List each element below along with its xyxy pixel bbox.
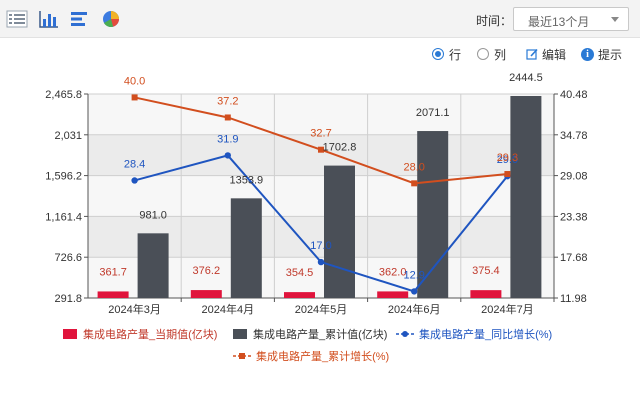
x-tick-label: 2024年5月 — [295, 302, 348, 316]
legend-item-current[interactable]: 集成电路产量_当期值(亿块) — [63, 326, 217, 342]
bar-current — [97, 291, 129, 298]
cum-growth-point — [318, 146, 324, 153]
bar-current-label: 361.7 — [99, 266, 127, 278]
yoy-label: 28.4 — [124, 158, 145, 170]
time-range-select[interactable]: 最近13个月 — [513, 7, 629, 31]
bar-current-label: 376.2 — [193, 265, 221, 277]
legend-swatch-cumulative — [233, 329, 247, 339]
legend-label-cum-growth: 集成电路产量_累计增长(%) — [256, 351, 390, 363]
y-right-tick-label: 29.08 — [560, 171, 588, 183]
yoy-point — [224, 152, 231, 159]
cum-growth-point — [131, 94, 138, 101]
y-right-tick-label: 17.68 — [560, 252, 588, 264]
info-icon: i — [581, 47, 594, 61]
cum-growth-point — [411, 180, 418, 187]
yoy-point — [411, 288, 418, 295]
y-right-tick-label: 11.98 — [560, 293, 587, 305]
legend-item-cumulative[interactable]: 集成电路产量_累计值(亿块) — [233, 326, 387, 342]
bar-cumulative-label: 1702.8 — [323, 142, 357, 154]
bar-cumulative-label: 2071.1 — [416, 107, 450, 119]
bar-current-label: 354.5 — [286, 267, 314, 279]
bar-cumulative-label: 981.0 — [139, 209, 167, 221]
bar-cumulative — [230, 198, 262, 298]
legend-swatch-yoy — [396, 331, 414, 337]
yoy-label: 17.0 — [310, 240, 331, 252]
row-radio[interactable] — [432, 48, 444, 60]
list-icon[interactable] — [6, 9, 28, 29]
bar-cumulative-label: 2444.5 — [509, 72, 543, 84]
yoy-label: 29.0 — [497, 154, 518, 166]
col-option-label: 列 — [494, 47, 507, 62]
yoy-point — [131, 177, 138, 184]
y-left-tick-label: 2,465.8 — [45, 89, 82, 101]
bar-cumulative-label: 1353.9 — [229, 174, 263, 186]
bar-current — [377, 291, 409, 298]
bar-cumulative — [324, 165, 355, 298]
cum-growth-label: 37.2 — [217, 95, 238, 107]
cum-growth-label: 29.3 — [497, 152, 518, 164]
chevron-down-icon — [611, 17, 619, 22]
y-left-tick-label: 726.6 — [54, 252, 82, 264]
toolbar: 时间： 最近13个月 — [0, 0, 640, 38]
legend-label-yoy: 集成电路产量_同比增长(%) — [419, 329, 553, 341]
y-left-tick-label: 2,031 — [54, 130, 82, 142]
bar-current — [284, 292, 315, 298]
bar-current-label: 375.4 — [472, 265, 500, 277]
row-option-label: 行 — [449, 47, 462, 62]
yoy-label: 12.9 — [403, 269, 424, 281]
y-right-tick-label: 34.78 — [560, 130, 588, 142]
x-tick-label: 2024年3月 — [108, 302, 161, 316]
yoy-label: 31.9 — [217, 133, 238, 145]
edit-label: 编辑 — [542, 47, 567, 62]
bar-cumulative — [417, 131, 449, 298]
y-left-tick-label: 291.8 — [54, 293, 82, 305]
x-tick-label: 2024年7月 — [481, 302, 534, 316]
time-label: 时间： — [476, 14, 513, 28]
bar-current — [190, 290, 222, 298]
legend-item-cum-growth[interactable]: 集成电路产量_累计增长(%) — [233, 348, 389, 364]
bar-cumulative — [137, 233, 169, 298]
tip-label: 提示 — [598, 47, 623, 62]
tip-button[interactable]: i 提示 — [581, 46, 622, 62]
cum-growth-point — [504, 171, 511, 178]
yoy-point — [317, 258, 325, 266]
x-tick-label: 2024年6月 — [388, 302, 441, 316]
y-right-tick-label: 23.38 — [560, 211, 588, 223]
cum-growth-point — [224, 114, 231, 121]
grid-band — [88, 175, 554, 217]
cum-growth-label: 40.0 — [124, 75, 145, 87]
cum-growth-label: 28.0 — [403, 161, 424, 173]
legend-swatch-current — [63, 329, 77, 339]
bar-current — [470, 290, 502, 298]
legend-swatch-cum-growth — [233, 353, 251, 359]
legend-label-current: 集成电路产量_当期值(亿块) — [83, 329, 218, 341]
y-right-tick-label: 40.48 — [560, 89, 588, 101]
time-range-value: 最近13个月 — [528, 15, 590, 29]
bar-cumulative — [510, 95, 542, 298]
legend-item-yoy[interactable]: 集成电路产量_同比增长(%) — [396, 326, 552, 342]
legend-label-cumulative: 集成电路产量_累计值(亿块) — [253, 329, 388, 341]
edit-icon — [526, 48, 538, 60]
edit-button[interactable]: 编辑 — [526, 46, 566, 62]
x-tick-label: 2024年4月 — [202, 302, 255, 316]
pie-chart-icon[interactable] — [100, 9, 122, 29]
horizontal-bar-icon[interactable] — [69, 9, 91, 29]
cum-growth-label: 32.7 — [310, 128, 331, 140]
col-option[interactable]: 列 — [477, 46, 506, 62]
y-left-tick-label: 1,596.2 — [45, 171, 82, 183]
col-radio[interactable] — [477, 48, 489, 60]
grid-band — [88, 94, 554, 135]
bar-current-label: 362.0 — [379, 266, 407, 278]
bar-chart-icon[interactable] — [38, 9, 60, 29]
y-left-tick-label: 1,161.4 — [45, 211, 82, 223]
row-option[interactable]: 行 — [432, 46, 461, 62]
